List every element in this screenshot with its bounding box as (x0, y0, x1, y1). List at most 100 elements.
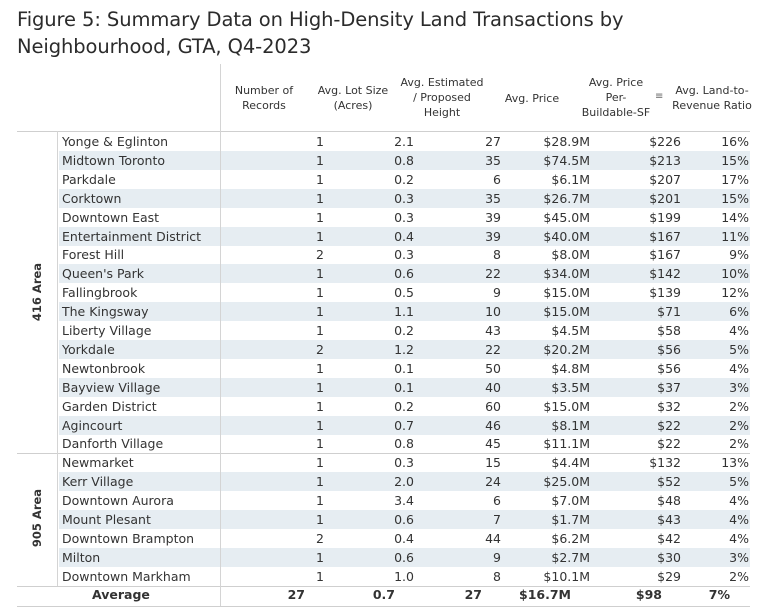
table-row[interactable]: Newmarket 1 0.3 15 $4.4M $132 13% (59, 453, 750, 472)
cell-lot: 2.1 (394, 134, 414, 149)
table-row[interactable]: Liberty Village 1 0.2 43 $4.5M $58 4% (59, 321, 750, 340)
cell-records: 1 (316, 209, 324, 225)
cell-height: 8 (493, 568, 501, 584)
col-header-height[interactable]: Avg. Estimated / Proposed Height (398, 75, 486, 120)
cell-price: $11.1M (543, 436, 590, 452)
cell-name: Downtown Aurora (62, 493, 174, 509)
cell-ratio: 2% (729, 417, 749, 433)
cell-psf: $58 (657, 323, 681, 338)
cell-ratio: 15% (721, 190, 749, 206)
cell-ratio: 17% (721, 171, 749, 187)
cell-price: $15.0M (543, 285, 590, 301)
sort-descending-icon[interactable]: ≡ (655, 91, 664, 102)
cell-ratio: 2% (729, 398, 749, 414)
cell-lot: 1.2 (394, 341, 414, 357)
cell-ratio: 13% (721, 455, 749, 471)
table-row[interactable]: Yonge & Eglinton 1 2.1 27 $28.9M $226 16% (59, 132, 750, 151)
cell-name: Downtown Brampton (62, 530, 195, 546)
cell-lot: 0.2 (394, 323, 414, 338)
table-row[interactable]: Downtown Brampton 2 0.4 44 $6.2M $42 4% (59, 529, 750, 548)
cell-name: Forest Hill (62, 247, 125, 263)
table-row[interactable]: Queen's Park 1 0.6 22 $34.0M $142 10% (59, 264, 750, 284)
table-row[interactable]: Downtown East 1 0.3 39 $45.0M $199 14% (59, 208, 750, 227)
col-header-lot[interactable]: Avg. Lot Size (Acres) (313, 83, 393, 113)
cell-ratio: 2% (729, 436, 749, 452)
cell-psf: $139 (649, 285, 681, 301)
cell-ratio: 16% (721, 134, 749, 149)
average-psf: $98 (635, 587, 662, 602)
table-row[interactable]: Midtown Toronto 1 0.8 35 $74.5M $213 15% (59, 150, 750, 170)
cell-records: 1 (316, 171, 324, 187)
group-column-divider (57, 131, 58, 586)
cell-psf: $22 (657, 436, 681, 452)
average-height: 27 (464, 587, 482, 602)
table-row[interactable]: Bayview Village 1 0.1 40 $3.5M $37 3% (59, 377, 750, 397)
group-label: 905 Area (30, 489, 44, 548)
col-header-records[interactable]: Number of Records (224, 83, 304, 113)
cell-records: 1 (316, 228, 324, 244)
col-header-price-label: Avg. Price (504, 92, 560, 105)
table-row[interactable]: Corktown 1 0.3 35 $26.7M $201 15% (59, 188, 750, 208)
cell-psf: $167 (649, 247, 681, 263)
cell-name: Downtown Markham (62, 568, 191, 584)
cell-name: Bayview Village (62, 379, 161, 395)
table-row[interactable]: Yorkdale 2 1.2 22 $20.2M $56 5% (59, 339, 750, 359)
cell-psf: $167 (649, 228, 681, 244)
col-header-price[interactable]: Avg. Price (494, 91, 570, 106)
table-row[interactable]: Milton 1 0.6 9 $2.7M $30 3% (59, 547, 750, 567)
cell-name: Yorkdale (62, 341, 115, 357)
cell-lot: 1.0 (394, 568, 414, 584)
table-row[interactable]: Danforth Village 1 0.8 45 $11.1M $22 2% (59, 434, 750, 453)
cell-ratio: 15% (721, 152, 749, 168)
cell-price: $6.1M (551, 171, 590, 187)
cell-height: 6 (493, 171, 501, 187)
table-row[interactable]: Mount Plesant 1 0.6 7 $1.7M $43 4% (59, 510, 750, 529)
col-header-ratio[interactable]: Avg. Land-to-Revenue Ratio (668, 83, 756, 113)
cell-records: 1 (316, 266, 324, 282)
cell-name: Downtown East (62, 209, 160, 225)
average-price: $16.7M (519, 587, 571, 602)
cell-records: 1 (316, 285, 324, 301)
cell-psf: $32 (657, 398, 681, 414)
chart-title: Figure 5: Summary Data on High-Density L… (17, 8, 624, 58)
table-row[interactable]: Kerr Village 1 2.0 24 $25.0M $52 5% (59, 472, 750, 492)
cell-name: Fallingbrook (62, 285, 138, 301)
cell-price: $2.7M (551, 549, 590, 565)
table-row[interactable]: Garden District 1 0.2 60 $15.0M $32 2% (59, 397, 750, 416)
table-row[interactable]: Downtown Aurora 1 3.4 6 $7.0M $48 4% (59, 491, 750, 510)
cell-lot: 0.1 (394, 360, 414, 376)
table-row[interactable]: Forest Hill 2 0.3 8 $8.0M $167 9% (59, 245, 750, 264)
cell-psf: $226 (649, 134, 681, 149)
cell-psf: $71 (657, 304, 681, 320)
cell-height: 60 (485, 398, 501, 414)
cell-price: $28.9M (543, 134, 590, 149)
table-row[interactable]: Downtown Markham 1 1.0 8 $10.1M $29 2% (59, 567, 750, 586)
cell-lot: 0.3 (394, 455, 414, 471)
table-row[interactable]: Agincourt 1 0.7 46 $8.1M $22 2% (59, 415, 750, 435)
table-row[interactable]: Entertainment District 1 0.4 39 $40.0M $167 11… (59, 226, 750, 246)
cell-psf: $207 (649, 171, 681, 187)
group-separator (17, 453, 750, 455)
cell-name: Milton (62, 549, 101, 565)
cell-ratio: 2% (729, 568, 749, 584)
cell-height: 10 (485, 304, 501, 320)
cell-name: Parkdale (62, 171, 116, 187)
table-row[interactable]: Newtonbrook 1 0.1 50 $4.8M $56 4% (59, 359, 750, 378)
cell-lot: 3.4 (394, 493, 414, 509)
cell-height: 22 (485, 266, 501, 282)
cell-name: Garden District (62, 398, 157, 414)
cell-price: $40.0M (543, 228, 590, 244)
table-row[interactable]: The Kingsway 1 1.1 10 $15.0M $71 6% (59, 302, 750, 322)
cell-height: 9 (493, 285, 501, 301)
cell-lot: 0.3 (394, 209, 414, 225)
cell-records: 1 (316, 417, 324, 433)
cell-price: $45.0M (543, 209, 590, 225)
cell-psf: $56 (657, 341, 681, 357)
cell-name: Newtonbrook (62, 360, 146, 376)
average-column-divider (220, 585, 221, 606)
table-row[interactable]: Parkdale 1 0.2 6 $6.1M $207 17% (59, 170, 750, 189)
cell-psf: $201 (649, 190, 681, 206)
col-header-psf[interactable]: Avg. Price Per-Buildable-SF (580, 75, 652, 120)
table-row[interactable]: Fallingbrook 1 0.5 9 $15.0M $139 12% (59, 283, 750, 302)
cell-ratio: 4% (729, 493, 749, 509)
